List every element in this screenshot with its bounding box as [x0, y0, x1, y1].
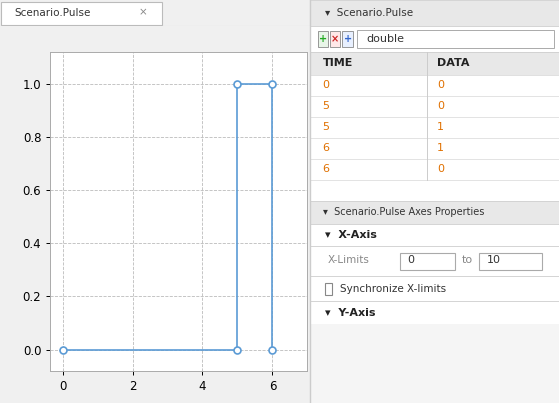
Bar [310, 180, 559, 201]
Bar [330, 31, 340, 46]
Bar [310, 324, 559, 403]
Text: +: + [344, 34, 352, 44]
Text: ⋮: ⋮ [537, 6, 549, 19]
Text: 1: 1 [437, 143, 444, 153]
Bar [343, 31, 353, 46]
Text: 1: 1 [437, 123, 444, 132]
Bar [357, 30, 554, 48]
Text: 6: 6 [323, 143, 330, 153]
Text: +: + [319, 34, 327, 44]
Bar [310, 246, 559, 276]
Text: ▾  Scenario.Pulse: ▾ Scenario.Pulse [325, 8, 413, 18]
Bar [310, 96, 559, 117]
Text: 0: 0 [437, 81, 444, 90]
Bar [310, 138, 559, 159]
Bar [1, 2, 163, 25]
Text: 10: 10 [487, 255, 501, 265]
Text: ×: × [331, 34, 339, 44]
Text: 0: 0 [323, 81, 330, 90]
Text: Scenario.Pulse: Scenario.Pulse [14, 8, 91, 18]
Bar [310, 276, 559, 301]
Text: ▾  Y-Axis: ▾ Y-Axis [325, 308, 376, 318]
Bar [310, 201, 559, 224]
Text: X-Limits: X-Limits [328, 255, 369, 265]
Bar [325, 283, 332, 295]
Text: 6: 6 [323, 164, 330, 174]
Text: ▾  X-Axis: ▾ X-Axis [325, 230, 377, 240]
Text: 5: 5 [323, 123, 330, 132]
Text: 0: 0 [408, 255, 414, 265]
Text: 0: 0 [437, 102, 444, 111]
Bar [310, 26, 559, 52]
Bar [400, 253, 454, 270]
Bar [310, 159, 559, 180]
Bar [310, 301, 559, 324]
Text: DATA: DATA [437, 58, 470, 68]
Text: TIME: TIME [323, 58, 353, 68]
Text: ▾  Scenario.Pulse Axes Properties: ▾ Scenario.Pulse Axes Properties [323, 208, 484, 217]
Text: ×: × [139, 8, 148, 18]
Text: double: double [367, 34, 405, 44]
Text: 0: 0 [437, 164, 444, 174]
Text: Synchronize X-limits: Synchronize X-limits [340, 284, 446, 294]
Bar [310, 224, 559, 246]
Bar [310, 0, 559, 26]
Bar [310, 52, 559, 75]
Bar [480, 253, 542, 270]
Bar [310, 117, 559, 138]
Bar [318, 31, 328, 46]
Bar [310, 75, 559, 96]
Text: to: to [462, 255, 473, 265]
Text: 5: 5 [323, 102, 330, 111]
